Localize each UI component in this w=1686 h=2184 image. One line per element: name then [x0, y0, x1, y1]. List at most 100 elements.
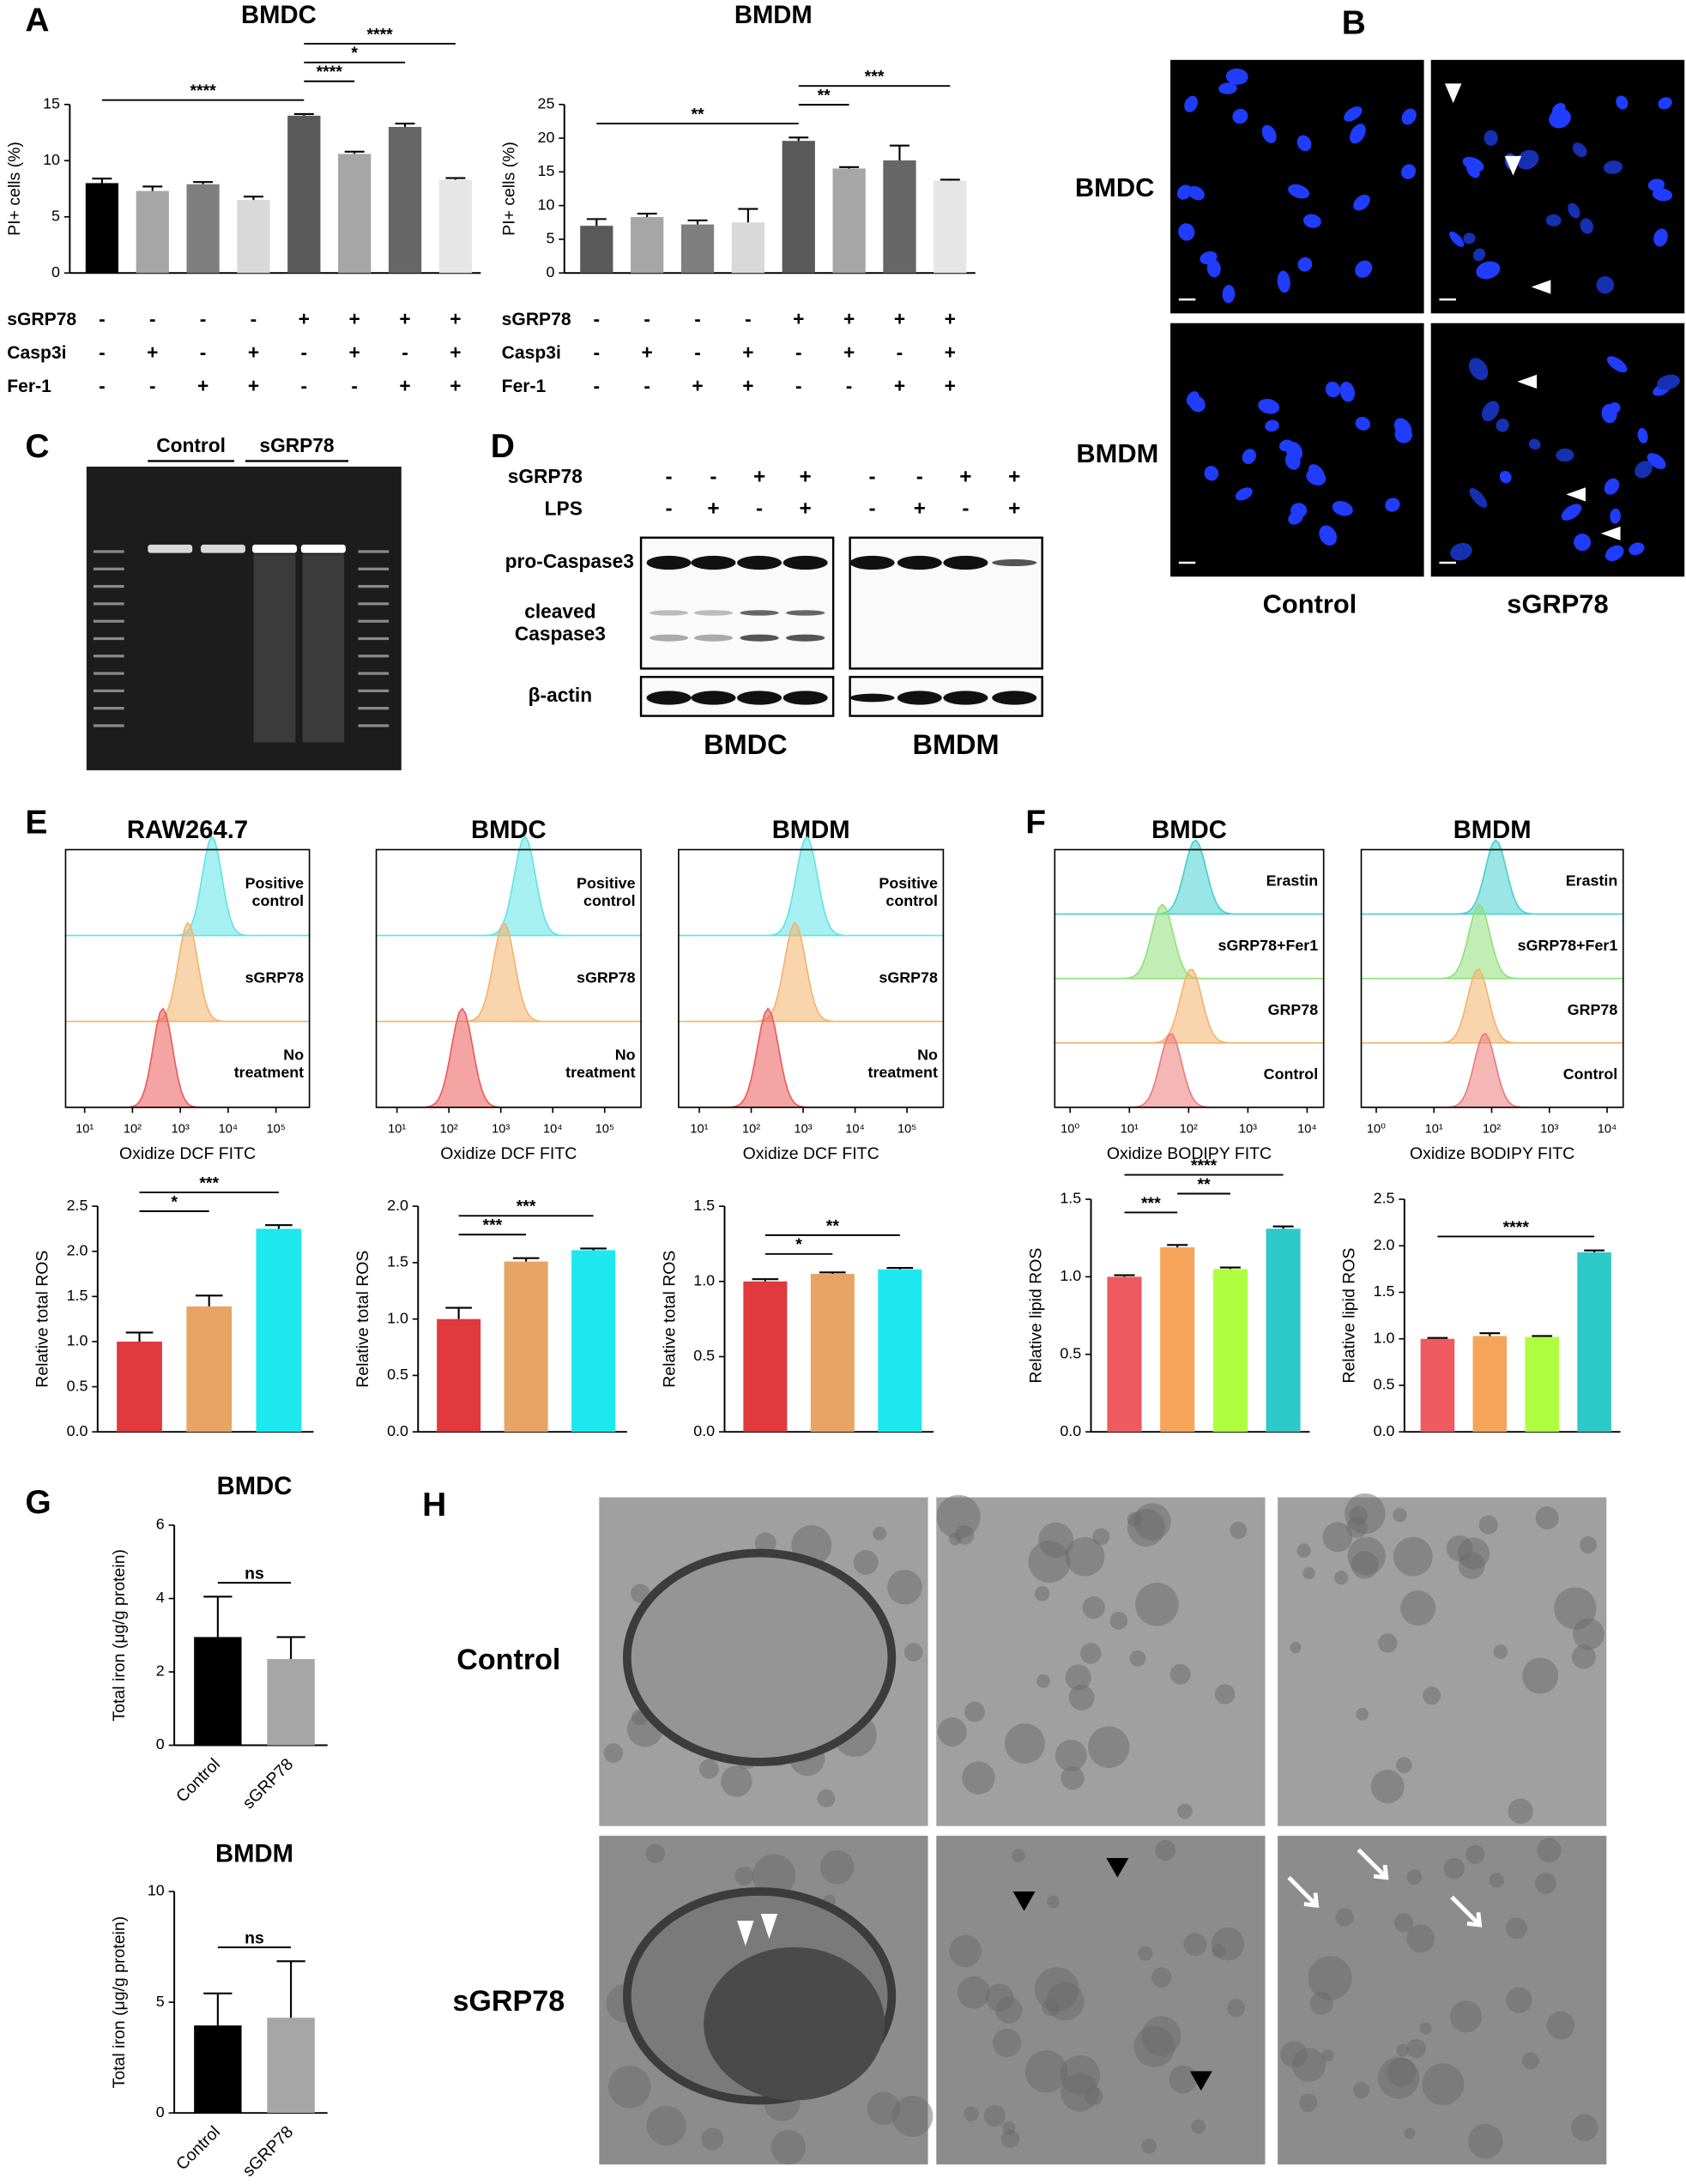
bar: [631, 217, 664, 274]
micrograph: [1278, 1497, 1607, 1826]
nucleus: [1653, 228, 1668, 247]
arrow: [1450, 1895, 1483, 1928]
condition-name: sGRP78: [502, 310, 571, 329]
nucleus: [1616, 95, 1629, 110]
organelle: [1004, 1723, 1045, 1764]
nucleus: [1450, 542, 1472, 561]
protein-band: [646, 691, 692, 705]
organelle: [964, 1701, 985, 1722]
micrograph: [1430, 323, 1685, 577]
organelle: [1404, 2127, 1416, 2139]
organelle: [1299, 2093, 1318, 2113]
protein-band: [737, 555, 783, 570]
bar: [438, 179, 473, 274]
organelle: [1522, 1657, 1559, 1694]
nucleus: [1472, 248, 1486, 262]
significance-label: **: [818, 87, 831, 106]
organelle: [992, 2028, 1022, 2058]
nucleus: [1652, 188, 1673, 202]
condition-value: -: [99, 341, 106, 363]
series-label: Control: [1563, 1065, 1618, 1083]
protein-band: [992, 691, 1037, 705]
condition-name: sGRP78: [508, 465, 583, 487]
organelle: [603, 1743, 624, 1763]
bar: [1212, 1269, 1248, 1433]
condition-value: -: [897, 341, 903, 363]
protein-band: [897, 555, 942, 570]
significance-label: ****: [366, 25, 393, 44]
nucleus: [1232, 108, 1248, 124]
error-bar: [1167, 1244, 1188, 1248]
organelle: [1065, 1536, 1105, 1577]
y-tick-label: 0.0: [1374, 1422, 1395, 1439]
x-tick-label: 10³: [794, 1123, 812, 1137]
histogram: [1361, 839, 1623, 915]
nucleus: [1350, 124, 1366, 144]
ladder-band: [93, 619, 124, 623]
organelle: [1322, 1522, 1353, 1553]
organelle: [1400, 1590, 1436, 1626]
condition-value: -: [869, 498, 876, 521]
condition-value: -: [402, 341, 408, 363]
error-bar: [203, 1596, 233, 1638]
bar: [117, 1341, 162, 1433]
histogram: [375, 922, 642, 1023]
error-bar: [395, 122, 415, 127]
organelle: [1133, 1503, 1171, 1541]
y-tick-label: 1.5: [1374, 1282, 1395, 1300]
significance-label: *: [351, 44, 358, 63]
y-tick-label: 15: [43, 94, 60, 112]
organelle: [1347, 1536, 1386, 1575]
organelle: [1393, 1507, 1407, 1523]
error-bar: [886, 1266, 914, 1270]
nucleus: [1609, 402, 1621, 413]
error-bar: [1427, 1336, 1448, 1339]
y-tick-label: 0: [156, 1735, 165, 1753]
organelle: [1135, 1583, 1179, 1626]
protein-band: [785, 634, 825, 642]
y-tick-label: 10: [43, 151, 60, 168]
condition-value: +: [800, 498, 812, 521]
organelle: [1423, 1686, 1441, 1705]
ladder-band: [358, 689, 390, 692]
nucleus: [1604, 478, 1620, 495]
condition-value: -: [251, 307, 257, 329]
organelle: [1028, 1541, 1071, 1584]
gel: [86, 466, 402, 770]
nucleus: [1277, 270, 1290, 293]
organelle: [1000, 2129, 1020, 2148]
protein-band: [783, 691, 828, 705]
bar: [1266, 1228, 1301, 1433]
chart-title: BMDC: [217, 1473, 293, 1500]
nucleus: [1516, 149, 1539, 170]
condition-value: -: [351, 374, 358, 396]
organelle: [1493, 1644, 1508, 1659]
ladder-band: [358, 619, 390, 623]
x-tick-label: 10¹: [388, 1123, 406, 1137]
x-tick-label: 10⁰: [1367, 1123, 1386, 1137]
nucleus: [1332, 501, 1353, 516]
nucleus: [1339, 381, 1355, 402]
condition-value: -: [99, 307, 106, 329]
bar: [680, 224, 715, 274]
protein-band: [943, 691, 988, 705]
ladder-band: [358, 636, 390, 641]
organelle: [1334, 1570, 1349, 1585]
x-tick-label: 10²: [440, 1123, 458, 1137]
y-tick-label: 0.5: [1060, 1345, 1081, 1362]
organelle: [1506, 1987, 1532, 2013]
y-tick-label: 0.5: [693, 1347, 715, 1364]
organelle: [1505, 1917, 1527, 1940]
nucleus: [1574, 534, 1592, 552]
ladder-band: [93, 584, 124, 588]
y-axis-label: Total iron (μg/g protein): [110, 1549, 129, 1722]
organelle: [1109, 1611, 1128, 1630]
y-tick-label: 20: [538, 129, 555, 146]
organelle: [1280, 2041, 1308, 2068]
condition-value: +: [450, 374, 461, 396]
x-tick-label: 10⁴: [1297, 1123, 1317, 1137]
nucleus: [1290, 503, 1308, 518]
nucleus: [1647, 178, 1665, 191]
ladder-band: [358, 724, 390, 727]
